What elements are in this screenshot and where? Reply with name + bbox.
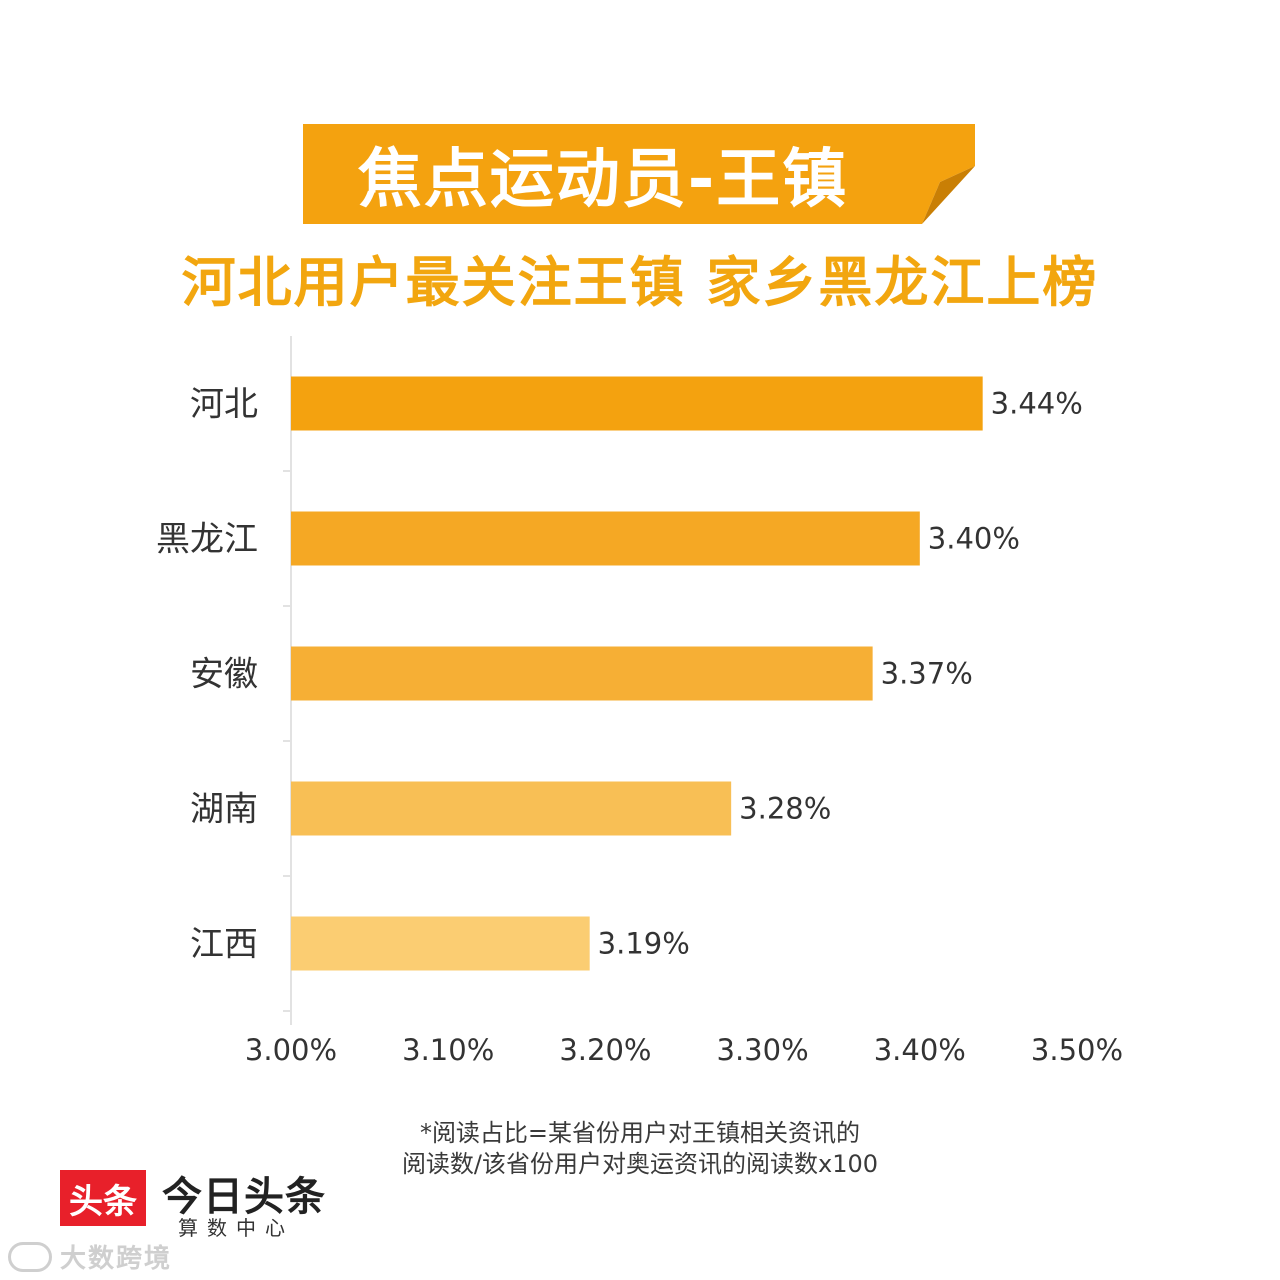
watermark: 大数跨境	[8, 1238, 172, 1275]
bar-1	[291, 376, 983, 431]
x-tick-label: 3.00%	[245, 1033, 337, 1067]
banner-rect	[303, 124, 975, 224]
category-label: 湖南	[190, 790, 258, 830]
banner-shape	[303, 124, 975, 224]
brand-subtitle: 算数中心	[178, 1216, 294, 1240]
value-label: 3.44%	[991, 387, 1083, 421]
watermark-text: 大数跨境	[60, 1244, 173, 1274]
x-tick-label: 3.50%	[1031, 1033, 1123, 1067]
x-tick-label: 3.20%	[559, 1033, 651, 1067]
x-tick-label: 3.40%	[874, 1033, 966, 1067]
category-label: 江西	[190, 925, 258, 965]
footnote: *阅读占比=某省份用户对王镇相关资讯的 阅读数/该省份用户对奥运资讯的阅读数x1…	[340, 1118, 940, 1180]
bar-2	[291, 511, 920, 566]
x-tick-label: 3.10%	[402, 1033, 494, 1067]
footnote-line-2: 阅读数/该省份用户对奥运资讯的阅读数x100	[401, 1150, 879, 1178]
bar-4	[291, 781, 732, 836]
toutiao-logo-badge: 头条	[60, 1170, 146, 1226]
value-label: 3.40%	[928, 522, 1020, 556]
value-label: 3.19%	[598, 927, 690, 961]
category-label: 安徽	[190, 655, 258, 695]
banner-title: 焦点运动员-王镇	[357, 143, 849, 217]
page-title: 河北用户最关注王镇 家乡黑龙江上榜	[181, 251, 1099, 314]
banner-fold-icon	[922, 166, 975, 224]
brand-name: 今日头条	[162, 1174, 326, 1220]
x-tick-label: 3.30%	[717, 1033, 809, 1067]
bar-3	[291, 646, 873, 701]
value-label: 3.37%	[881, 657, 973, 691]
category-label: 河北	[190, 385, 258, 425]
value-label: 3.28%	[739, 792, 831, 826]
footnote-line-1: *阅读占比=某省份用户对王镇相关资讯的	[419, 1119, 861, 1147]
title-banner: 焦点运动员-王镇	[0, 0, 1280, 240]
bar-5	[291, 916, 590, 971]
category-label: 黑龙江	[156, 520, 258, 560]
watermark-icon	[8, 1241, 52, 1272]
bar-chart: 河北 3.44% 黑龙江 3.40% 安徽 3.37% 湖南 3.28% 江西 3.19% 3.00…	[156, 336, 1123, 1067]
